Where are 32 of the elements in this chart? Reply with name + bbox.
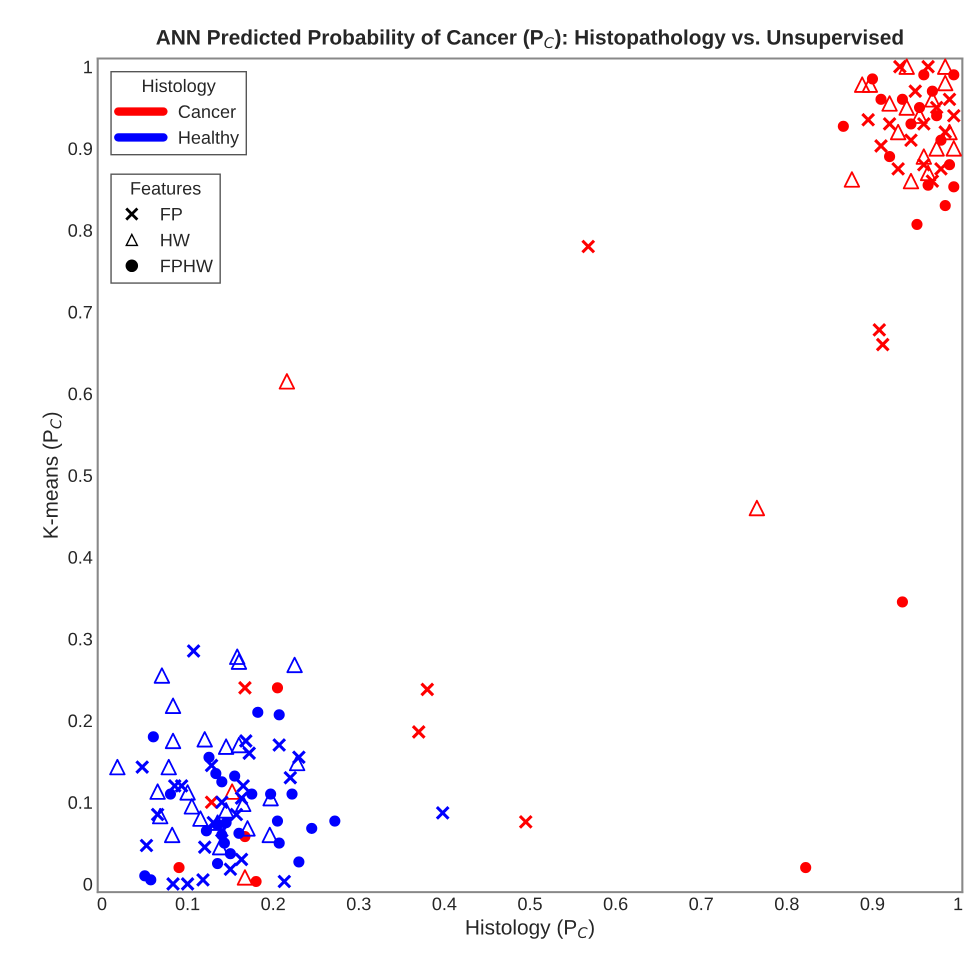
y-tick-label: 0.1 (68, 796, 92, 809)
x-tick-label: 0.7 (689, 897, 713, 910)
annotation: Features (131, 182, 201, 195)
y-tick-label: 0 (84, 878, 92, 891)
y-tick-label: 1 (84, 60, 92, 74)
x-tick-label: 1 (954, 898, 962, 910)
chart-title: ANN Predicted Probability of Cancer (P$_{C}$): Histopathology vs. Unsupervised (156, 29, 903, 49)
x-tick-label: 0.2 (261, 897, 285, 910)
x-tick-label: 0.9 (860, 897, 884, 910)
annotation: FP (161, 208, 182, 220)
annotation: FPHW (161, 260, 213, 272)
y-tick-label: 0.2 (68, 714, 92, 728)
y-tick-label: 0.4 (68, 550, 92, 564)
x-tick-label: 0.3 (346, 897, 371, 910)
y-tick-label: 0.5 (68, 469, 92, 482)
x-axis-title: Histology (P$_{C}$) (466, 919, 594, 939)
annotation: Cancer (178, 105, 236, 118)
x-tick-label: 0.6 (604, 897, 628, 910)
y-tick-label: 0.7 (68, 306, 92, 319)
x-tick-label: 0.1 (176, 897, 200, 910)
annotation: Healthy (179, 130, 240, 148)
annotation: HW (161, 234, 190, 246)
x-tick-label: 0.4 (432, 897, 456, 910)
annotation: Histology (143, 78, 216, 96)
x-tick-label: 0.5 (518, 897, 542, 910)
y-tick-label: 0.6 (68, 388, 92, 400)
y-tick-label: 0.3 (68, 632, 92, 646)
y-axis-title: K-means (P$_{C}$) (42, 412, 62, 538)
x-tick-label: 0.8 (775, 897, 799, 910)
y-tick-label: 0.9 (68, 142, 92, 156)
x-tick-label: 0 (98, 897, 106, 910)
y-tick-label: 0.8 (68, 224, 92, 237)
